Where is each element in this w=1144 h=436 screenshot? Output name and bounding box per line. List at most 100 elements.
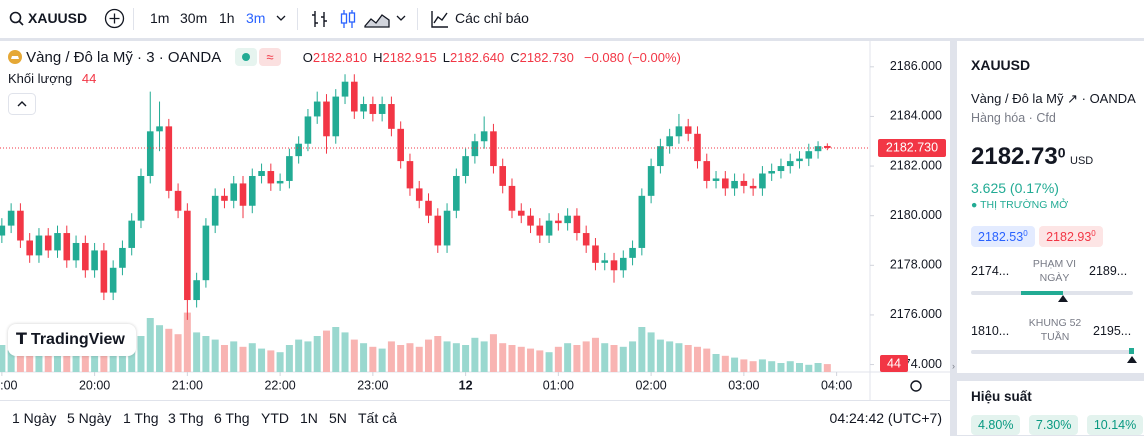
chevron[interactable] bbox=[396, 14, 406, 22]
indicators-icon[interactable] bbox=[430, 9, 450, 29]
candle-body bbox=[267, 171, 275, 184]
panel-toggle[interactable]: › bbox=[952, 361, 955, 371]
volume-bar bbox=[786, 361, 794, 372]
volume-title: Khối lượng bbox=[8, 71, 73, 86]
volume-bar bbox=[406, 343, 414, 372]
candle-body bbox=[610, 260, 618, 271]
perf-pill: 7.30% bbox=[1028, 415, 1079, 435]
range-button[interactable]: 1N bbox=[300, 410, 318, 426]
volume-bar bbox=[202, 336, 210, 372]
candle-body bbox=[777, 166, 785, 172]
year-range-label: KHUNG 52 TUẦN bbox=[1028, 317, 1082, 343]
range-button[interactable]: YTD bbox=[261, 410, 289, 426]
volume-bar bbox=[322, 330, 330, 372]
watermark-text: TradingView bbox=[30, 331, 125, 348]
candle-body bbox=[564, 215, 571, 224]
candle-body bbox=[694, 133, 701, 162]
range-button[interactable]: 6 Thg bbox=[214, 410, 250, 426]
day-range-bar bbox=[971, 291, 1133, 302]
ohlc-key: C bbox=[510, 50, 520, 65]
symbol[interactable]: XAUUSD bbox=[28, 10, 88, 26]
range-button[interactable]: Tất cả bbox=[358, 410, 397, 426]
candle-body bbox=[527, 215, 534, 226]
range-button[interactable]: 5N bbox=[329, 410, 347, 426]
candle-body bbox=[740, 180, 748, 186]
volume-bar bbox=[360, 343, 368, 372]
volume-bar bbox=[239, 346, 247, 372]
candle-body bbox=[397, 128, 404, 162]
chevron[interactable] bbox=[276, 14, 286, 22]
volume-bar bbox=[137, 336, 145, 372]
candle-body bbox=[684, 126, 692, 134]
volume-bar bbox=[258, 348, 266, 372]
candle-body bbox=[722, 178, 729, 189]
price-change: 3.625 (0.17%) bbox=[971, 180, 1059, 196]
panel-symbol: XAUUSD bbox=[971, 57, 1031, 73]
settings-icon[interactable] bbox=[910, 380, 922, 392]
volume-bar bbox=[619, 346, 627, 372]
candle-body bbox=[573, 215, 581, 234]
volume-bar bbox=[295, 339, 303, 372]
candle-body bbox=[286, 156, 293, 181]
interval[interactable]: 1h bbox=[219, 10, 235, 26]
candle-body bbox=[666, 136, 673, 147]
candle-body bbox=[796, 158, 803, 162]
volume-bar bbox=[434, 336, 442, 372]
volume-bar bbox=[693, 346, 701, 372]
volume-bar bbox=[341, 332, 349, 372]
divider bbox=[297, 8, 298, 30]
x-tick-label: 02:00 bbox=[635, 378, 666, 392]
x-tick-label: 12 bbox=[459, 378, 473, 392]
candle-body bbox=[675, 126, 683, 137]
divider bbox=[417, 8, 418, 30]
volume-bar bbox=[397, 345, 405, 372]
candle-body bbox=[471, 141, 479, 157]
candle-body bbox=[388, 104, 395, 129]
range-button[interactable]: 5 Ngày bbox=[67, 410, 112, 426]
chart-title: Vàng / Đô la Mỹ · 3 · OANDA bbox=[26, 49, 221, 66]
volume-bar bbox=[647, 332, 655, 372]
candle-body bbox=[174, 190, 182, 211]
watermark[interactable]: 𝗧 TradingView bbox=[8, 324, 136, 356]
candles-icon[interactable] bbox=[338, 9, 358, 29]
y-tick-label: 2178.000 bbox=[890, 258, 942, 272]
candle-body bbox=[629, 247, 636, 258]
chart-header: Vàng / Đô la Mỹ · 3 · OANDA ≈ O2182.810 H… bbox=[8, 48, 681, 66]
ohlc-value: 2182.915 bbox=[382, 50, 437, 65]
volume-bar bbox=[805, 364, 813, 372]
candle-body bbox=[619, 257, 627, 271]
instrument-name[interactable]: Vàng / Đô la Mỹ bbox=[971, 91, 1064, 106]
last-price-label: 2182.730 bbox=[886, 141, 938, 155]
interval[interactable]: 1m bbox=[150, 10, 170, 26]
indicators[interactable]: Các chỉ báo bbox=[455, 10, 529, 26]
candle-body bbox=[814, 146, 822, 152]
bars-icon[interactable] bbox=[310, 9, 330, 29]
interval-active[interactable]: 3m bbox=[246, 10, 266, 26]
interval[interactable]: 30m bbox=[180, 10, 208, 26]
area-icon[interactable] bbox=[364, 9, 390, 29]
range-button[interactable]: 1 Ngày bbox=[12, 410, 57, 426]
search-icon[interactable] bbox=[9, 11, 25, 27]
perf-pill: 4.80% bbox=[971, 415, 1021, 435]
collapse-button[interactable] bbox=[8, 93, 36, 115]
candle-body bbox=[360, 104, 367, 112]
range-button[interactable]: 3 Thg bbox=[168, 410, 204, 426]
candle-body bbox=[768, 171, 775, 174]
market-status: ● THỊ TRƯỜNG MỞ bbox=[971, 199, 1069, 211]
ask-sup: 0 bbox=[1091, 229, 1096, 238]
bid-value: 2182.53 bbox=[978, 230, 1024, 245]
year-range-bar bbox=[971, 348, 1137, 363]
candle-body bbox=[657, 146, 664, 167]
candle-body bbox=[35, 235, 43, 256]
add-symbol[interactable] bbox=[104, 8, 125, 29]
candle-body bbox=[258, 171, 265, 176]
candle-body bbox=[128, 220, 136, 248]
volume-bar bbox=[814, 363, 822, 372]
last-price-box bbox=[878, 138, 946, 157]
candle-body bbox=[304, 116, 312, 144]
volume-bar bbox=[712, 354, 720, 372]
range-button[interactable]: 1 Thg bbox=[123, 410, 159, 426]
volume-value: 44 bbox=[81, 71, 97, 86]
candle-body bbox=[731, 180, 738, 189]
volume-bar bbox=[54, 348, 62, 372]
